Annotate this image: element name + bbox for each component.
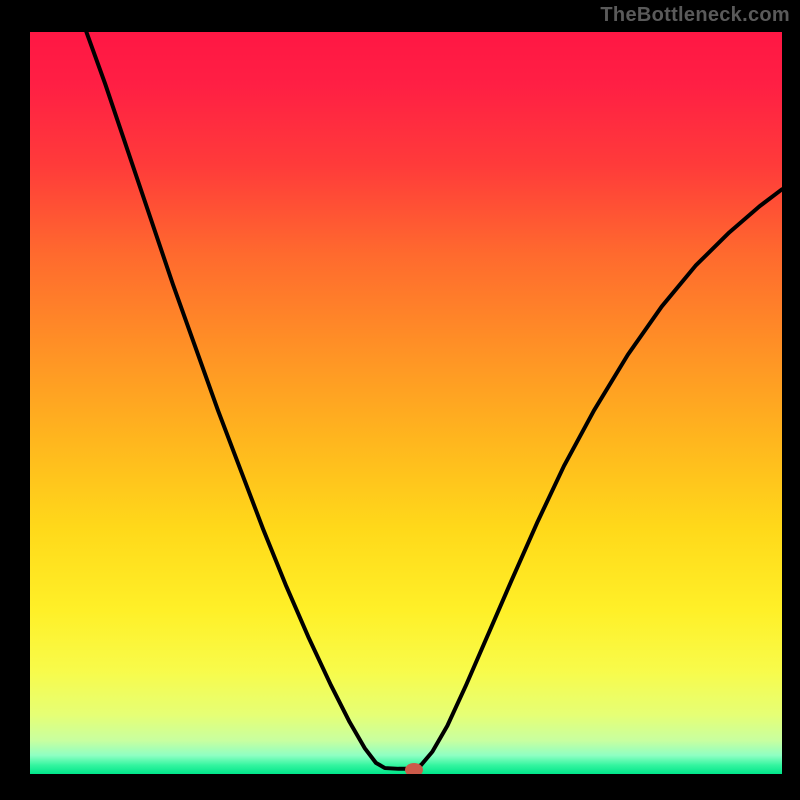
plot-area — [30, 32, 782, 774]
min-marker — [405, 763, 423, 774]
frame-right — [782, 0, 800, 800]
frame-bottom — [0, 774, 800, 800]
curve-path — [86, 32, 782, 769]
frame-left — [0, 0, 30, 800]
watermark-text: TheBottleneck.com — [600, 4, 790, 27]
bottleneck-curve — [30, 32, 782, 774]
